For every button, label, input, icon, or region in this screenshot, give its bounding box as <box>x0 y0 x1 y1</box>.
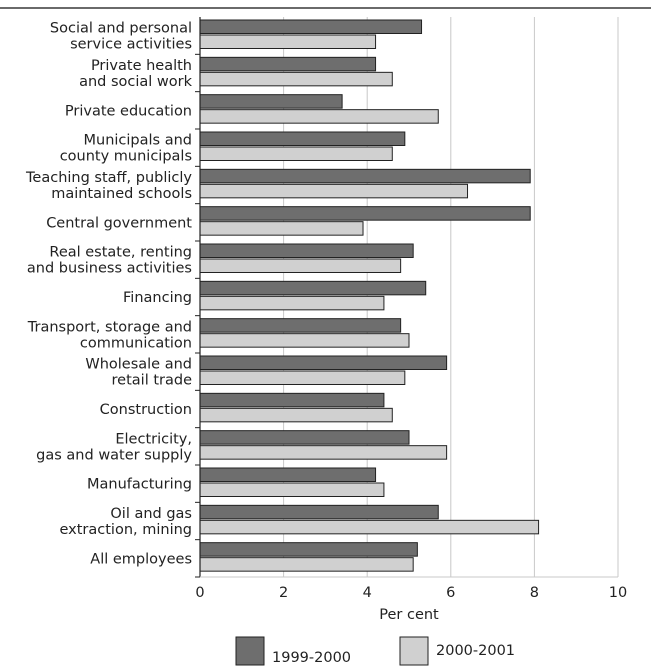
bar-2000-2001 <box>199 183 469 199</box>
bar-1999-2000 <box>199 56 377 72</box>
bar-2000-2001 <box>199 407 393 423</box>
category-label: Wholesale and <box>85 357 192 373</box>
bar-1999-2000 <box>199 280 427 296</box>
bar-1999-2000 <box>199 542 418 557</box>
bar-1999-2000 <box>199 392 385 408</box>
bar-1999-2000 <box>199 94 343 109</box>
bar-1999-2000 <box>199 19 423 34</box>
category-label: All employees <box>90 551 192 567</box>
bar-1999-2000 <box>199 467 377 482</box>
category-label: Real estate, renting <box>49 245 192 261</box>
category-label: Electricity, <box>115 431 192 447</box>
bar-1999-2000 <box>199 168 531 184</box>
category-label: Manufacturing <box>87 477 192 493</box>
bar-1999-2000 <box>199 243 414 258</box>
category-label: Financing <box>123 290 192 306</box>
category-label: Social and personal <box>50 21 192 37</box>
x-tick-label: 8 <box>530 585 539 601</box>
x-tick-label: 0 <box>195 585 204 601</box>
bar-2000-2001 <box>199 482 385 497</box>
bar-1999-2000 <box>199 430 410 445</box>
bars <box>199 19 540 572</box>
legend-swatch-2000-2001 <box>399 636 429 666</box>
x-tick-labels: 0 2 4 6 8 10 <box>195 585 627 601</box>
bar-2000-2001 <box>199 519 540 535</box>
x-tick-label: 6 <box>446 585 455 601</box>
x-tick-label: 4 <box>363 585 372 601</box>
bar-2000-2001 <box>199 445 448 460</box>
category-label: Municipals and <box>84 133 192 149</box>
bar-1999-2000 <box>199 206 531 221</box>
axes <box>195 17 618 578</box>
category-label: Oil and gas <box>110 506 192 522</box>
category-label: Transport, storage and <box>27 319 192 335</box>
category-label: Central government <box>46 215 192 231</box>
category-label: Construction <box>100 402 192 418</box>
legend: 1999-2000 2000-2001 <box>235 636 515 666</box>
x-tick-label: 10 <box>609 585 627 601</box>
bar-2000-2001 <box>199 146 393 161</box>
category-label: extraction, mining <box>59 522 192 538</box>
category-label: gas and water supply <box>36 447 192 463</box>
legend-swatch-1999-2000 <box>235 636 265 666</box>
x-tick-label: 2 <box>279 585 288 601</box>
bar-2000-2001 <box>199 34 377 49</box>
category-label: Private education <box>65 103 192 119</box>
category-label: communication <box>80 335 192 351</box>
bar-1999-2000 <box>199 504 439 520</box>
bar-1999-2000 <box>199 318 402 333</box>
x-axis-label: Per cent <box>379 607 439 623</box>
bar-1999-2000 <box>199 355 448 370</box>
category-label: retail trade <box>112 373 193 389</box>
bar-2000-2001 <box>199 258 402 273</box>
legend-label: 1999-2000 <box>272 650 351 666</box>
bar-2000-2001 <box>199 109 439 124</box>
legend-label: 2000-2001 <box>436 643 515 659</box>
category-label: Teaching staff, publicly <box>25 170 192 186</box>
category-label: and business activities <box>27 261 192 277</box>
bar-1999-2000 <box>199 131 406 146</box>
bar-2000-2001 <box>199 71 393 87</box>
bar-2000-2001 <box>199 221 364 236</box>
bar-2000-2001 <box>199 333 410 348</box>
category-label: county municipals <box>60 149 192 165</box>
category-label: and social work <box>79 74 193 90</box>
category-label: maintained schools <box>51 186 192 202</box>
bar-2000-2001 <box>199 557 414 572</box>
category-label: service activities <box>70 37 192 53</box>
bar-2000-2001 <box>199 295 385 311</box>
bar-2000-2001 <box>199 370 406 385</box>
category-label: Private health <box>91 58 192 74</box>
